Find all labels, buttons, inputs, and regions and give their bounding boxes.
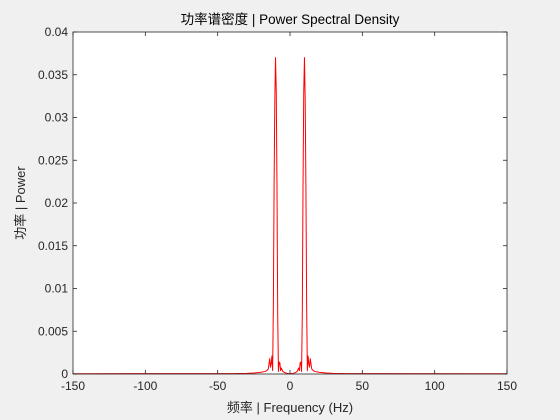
y-tick-label: 0.015	[38, 239, 68, 253]
x-tick-label: -50	[209, 379, 227, 393]
x-tick-label: 0	[287, 379, 294, 393]
x-tick-label: 100	[425, 379, 445, 393]
x-axis-title: 频率 | Frequency (Hz)	[227, 400, 353, 415]
y-tick-label: 0.005	[38, 324, 68, 338]
x-tick-label: -150	[61, 379, 85, 393]
y-tick-label: 0.01	[45, 282, 69, 296]
y-tick-label: 0.025	[38, 153, 68, 167]
x-tick-label: 150	[497, 379, 517, 393]
y-axis-title: 功率 | Power	[13, 166, 28, 240]
y-tick-label: 0.035	[38, 68, 68, 82]
y-tick-label: 0.04	[45, 25, 69, 39]
plot-area	[73, 32, 507, 374]
y-tick-label: 0.03	[45, 111, 69, 125]
y-tick-label: 0.02	[45, 196, 69, 210]
y-tick-label: 0	[61, 367, 68, 381]
chart-title: 功率谱密度 | Power Spectral Density	[181, 11, 400, 27]
x-tick-label: -100	[133, 379, 157, 393]
x-tick-label: 50	[356, 379, 370, 393]
axes-box	[72, 31, 508, 375]
